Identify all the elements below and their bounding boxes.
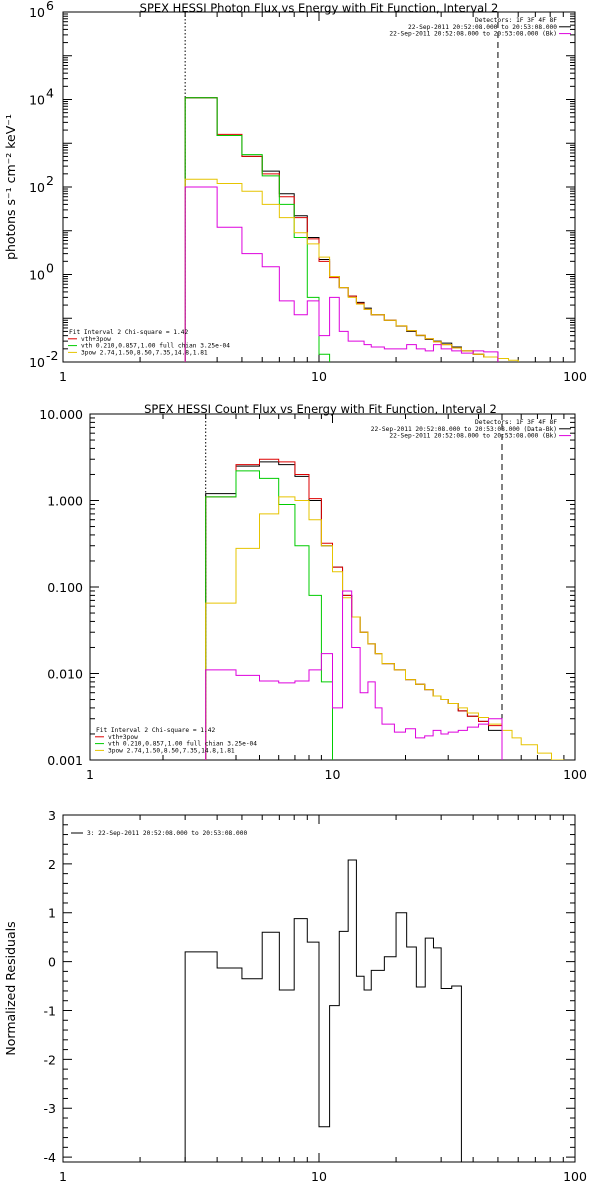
y-axis-label: Normalized Residuals xyxy=(3,921,18,1055)
chart-panel-2: SPEX HESSI Count Flux vs Energy with Fit… xyxy=(39,402,587,782)
series-line-2 xyxy=(184,97,499,362)
y-tick-label: 10.000 xyxy=(39,407,83,422)
y-tick-label: 10 xyxy=(29,268,45,283)
legend-text: vth+3pow xyxy=(108,734,138,741)
y-tick-exponent: -2 xyxy=(46,348,58,363)
y-tick-label: -3 xyxy=(44,1101,56,1116)
legend-text: vth 0.210,0.857,1.00 full chian 3.25e-04 xyxy=(81,343,230,350)
y-tick-label: 0.010 xyxy=(47,667,83,682)
legend-text: Detectors: 1F 3F 4F 8F xyxy=(475,17,557,24)
y-tick-label: 3 xyxy=(48,808,56,823)
legend-text: vth 0.210,0.857,1.00 full chian 3.25e-04 xyxy=(108,741,257,748)
legend-text: 22-Sep-2011 20:52:08.000 to 20:53:08.000… xyxy=(389,433,557,440)
chart-title: SPEX HESSI Count Flux vs Energy with Fit… xyxy=(144,402,497,416)
y-axis-label: photons s⁻¹ cm⁻² keV⁻¹ xyxy=(3,114,18,260)
series-line-1 xyxy=(184,859,462,1162)
y-tick-label: 2 xyxy=(48,857,56,872)
y-tick-exponent: 4 xyxy=(46,86,54,101)
y-tick-label: 10 xyxy=(29,5,45,20)
y-tick-label: 10 xyxy=(29,180,45,195)
y-tick-label: 0.100 xyxy=(47,580,83,595)
legend-text: 3pow 2.74,1.50,8.50,7.35,14.8,1.81 xyxy=(108,747,235,754)
series-line-5 xyxy=(205,590,503,760)
y-tick-label: 10 xyxy=(29,93,45,108)
x-tick-label: 1 xyxy=(59,369,67,384)
series-group xyxy=(205,458,565,760)
y-tick-exponent: 2 xyxy=(46,173,54,188)
x-tick-label: 100 xyxy=(563,369,587,384)
y-tick-exponent: 6 xyxy=(46,0,54,13)
y-tick-label: 1.000 xyxy=(47,494,83,509)
y-tick-label: -1 xyxy=(44,1003,56,1018)
series-line-1 xyxy=(205,461,503,760)
x-tick-label: 10 xyxy=(311,369,327,384)
legend-text: Fit Interval 2 Chi-square = 1.42 xyxy=(69,329,188,336)
x-tick-label: 100 xyxy=(563,767,587,782)
y-tick-label: -2 xyxy=(44,1052,56,1067)
y-tick-label: 1 xyxy=(48,906,56,921)
legend-text: 22-Sep-2011 20:52:08.000 to 20:53:08.000… xyxy=(389,31,557,38)
series-line-4 xyxy=(205,496,565,760)
series-line-1 xyxy=(184,97,499,362)
legend-text: Detectors: 1F 3F 4F 8F xyxy=(475,419,557,426)
y-tick-exponent: 0 xyxy=(46,261,54,276)
series-line-4 xyxy=(184,178,519,362)
y-tick-label: -4 xyxy=(44,1150,57,1165)
x-tick-label: 1 xyxy=(59,1169,67,1184)
series-line-2 xyxy=(205,458,503,760)
y-tick-label: 0 xyxy=(48,955,56,970)
series-group xyxy=(184,97,519,362)
y-tick-label: 0.001 xyxy=(47,753,83,768)
x-tick-label: 1 xyxy=(86,767,94,782)
legend-text: 3: 22-Sep-2011 20:52:08.000 to 20:53:08.… xyxy=(87,830,247,837)
legend-text: 22-Sep-2011 20:52:08.000 to 20:53:08.000 xyxy=(408,24,557,31)
x-tick-label: 10 xyxy=(325,767,341,782)
series-line-3 xyxy=(184,97,331,362)
legend-text: 22-Sep-2011 20:52:08.000 to 20:53:08.000… xyxy=(371,426,557,433)
chart-panel-1: SPEX HESSI Photon Flux vs Energy with Fi… xyxy=(3,0,587,384)
legend-text: Fit Interval 2 Chi-square = 1.42 xyxy=(96,727,215,734)
legend-text: vth+3pow xyxy=(81,336,111,343)
series-line-5 xyxy=(184,186,499,362)
x-tick-label: 100 xyxy=(563,1169,587,1184)
x-tick-label: 10 xyxy=(311,1169,327,1184)
legend-text: 3pow 2.74,1.50,8.50,7.35,14.8,1.81 xyxy=(81,349,208,356)
y-tick-label: 10 xyxy=(29,355,45,370)
series-group xyxy=(184,859,462,1162)
